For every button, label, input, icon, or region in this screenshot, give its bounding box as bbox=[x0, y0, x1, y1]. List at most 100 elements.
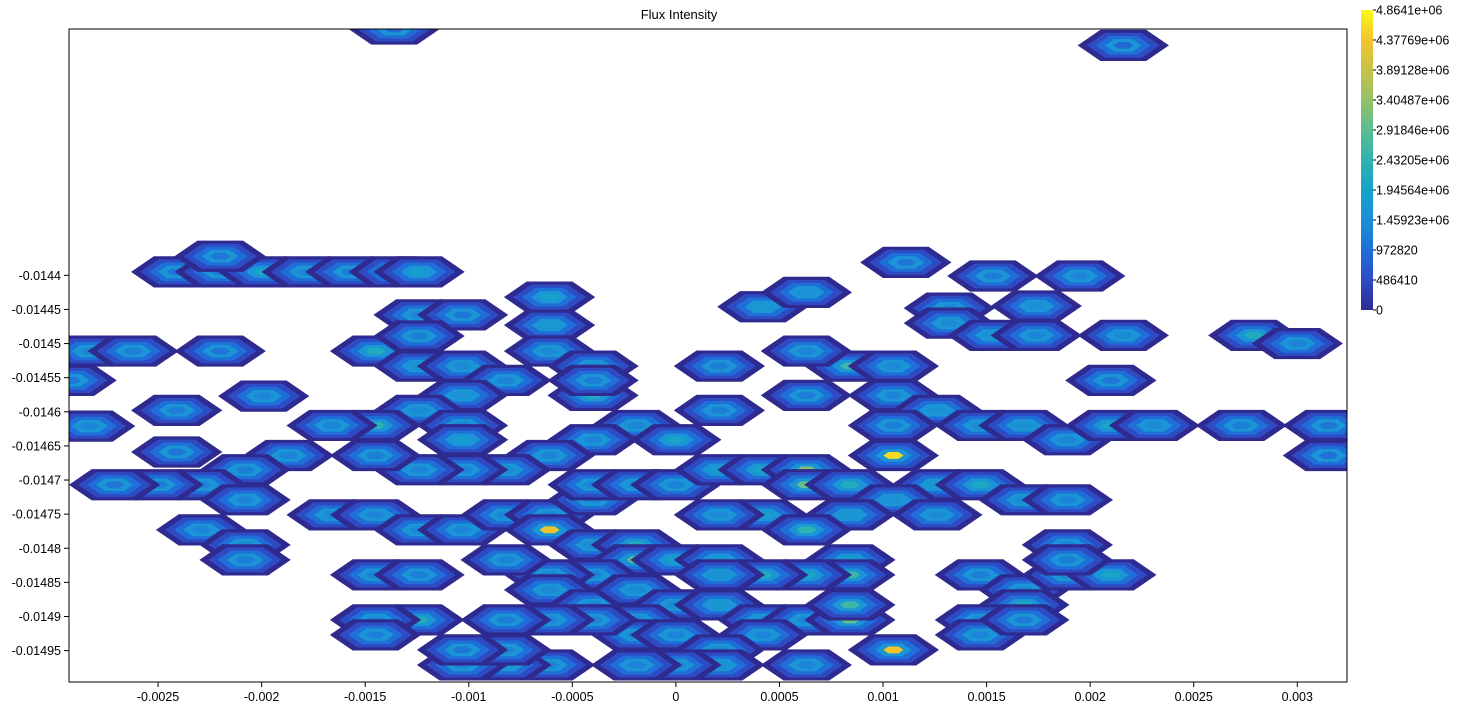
colorbar-label: 2.43205e+06 bbox=[1376, 154, 1449, 168]
heatmap-cell-band bbox=[1287, 340, 1308, 347]
heatmap-cell bbox=[673, 394, 766, 427]
x-tick-label: -0.0015 bbox=[344, 690, 386, 704]
heatmap-cell-band bbox=[796, 661, 817, 669]
heatmap-cell bbox=[503, 309, 596, 341]
heatmap-cell bbox=[373, 256, 465, 288]
heatmap-cell-band bbox=[883, 496, 904, 504]
colorbar-gradient bbox=[1361, 10, 1373, 310]
heatmap-cell-band bbox=[365, 511, 386, 519]
heatmap-cell-band bbox=[365, 452, 386, 459]
heatmap-cell bbox=[978, 604, 1070, 636]
heatmap-cell-band bbox=[752, 303, 773, 311]
heatmap-cell-band bbox=[1057, 436, 1078, 444]
y-tick-label: -0.01445 bbox=[12, 303, 61, 317]
heatmap-cell-band bbox=[1013, 422, 1034, 429]
heatmap-cell-band bbox=[495, 556, 517, 564]
heatmap-cell-band bbox=[191, 526, 212, 534]
heatmap-cell-band bbox=[1026, 331, 1047, 339]
heatmap-cell-band bbox=[1013, 616, 1034, 624]
heatmap-cell bbox=[760, 379, 853, 412]
heatmap-cell-band bbox=[626, 586, 647, 594]
heatmap-cell bbox=[218, 380, 310, 412]
heatmap-cell bbox=[174, 240, 266, 272]
heatmap-cell-band bbox=[452, 391, 473, 399]
heatmap-cell-band bbox=[409, 571, 430, 579]
heatmap-cell-band bbox=[1057, 496, 1078, 504]
heatmap-cell-band bbox=[69, 376, 82, 384]
heatmap-cell-band bbox=[665, 481, 686, 489]
heatmap-cell bbox=[630, 424, 722, 456]
heatmap-cell-band bbox=[409, 268, 430, 276]
heatmap-cell-band bbox=[883, 422, 904, 429]
heatmap-cell-band bbox=[796, 391, 817, 399]
heatmap-cell-band bbox=[752, 631, 773, 639]
heatmap-cell-band bbox=[839, 601, 860, 609]
heatmap-cell-band bbox=[1231, 422, 1252, 429]
heatmap-cell bbox=[1108, 409, 1201, 442]
heatmap-cell-band bbox=[210, 347, 231, 355]
heatmap-cell-band bbox=[796, 288, 817, 296]
plot-frame bbox=[68, 28, 1348, 683]
heatmap-cell-band bbox=[322, 422, 343, 429]
heatmap-cell bbox=[460, 544, 552, 576]
heatmap-cell-band bbox=[1243, 331, 1264, 339]
heatmap-cell-band bbox=[1144, 422, 1165, 429]
heatmap-cell-band bbox=[1113, 331, 1134, 339]
heatmap-cell bbox=[69, 364, 117, 397]
heatmap-cell-band bbox=[166, 448, 187, 456]
heatmap-cell-band bbox=[709, 406, 730, 414]
heatmap-cell-band bbox=[626, 661, 647, 669]
heatmap-cell bbox=[373, 320, 465, 352]
x-tick-label: 0.0015 bbox=[967, 690, 1005, 704]
heatmap-cell bbox=[804, 589, 896, 621]
heatmap-cell-band bbox=[839, 511, 860, 519]
heatmap-cell-band bbox=[452, 436, 473, 444]
x-tick-label: 0.003 bbox=[1282, 690, 1313, 704]
x-tick-label: -0.002 bbox=[244, 690, 279, 704]
heatmap-cell-band bbox=[970, 571, 991, 579]
heatmap-cell bbox=[286, 409, 378, 442]
heatmap-cell-band bbox=[883, 452, 904, 459]
heatmap-cell-band bbox=[409, 466, 430, 474]
heatmap-cell-band bbox=[278, 452, 299, 459]
heatmap-cell bbox=[131, 436, 223, 468]
colorbar-label: 2.91846e+06 bbox=[1376, 124, 1449, 138]
heatmap-cell-band bbox=[1026, 302, 1047, 310]
heatmap-cell-band bbox=[384, 29, 405, 33]
heatmap-cell bbox=[673, 350, 766, 382]
heatmap-cell bbox=[860, 246, 952, 278]
heatmap-cell-band bbox=[235, 466, 256, 474]
heatmap-cell bbox=[990, 319, 1082, 351]
heatmap-cell-band bbox=[582, 436, 604, 444]
heatmap-cell bbox=[847, 350, 940, 382]
heatmap-cell-band bbox=[235, 556, 256, 564]
colorbar-label: 4.8641e+06 bbox=[1376, 4, 1442, 18]
heatmap-cell-band bbox=[839, 481, 860, 489]
heatmap-cell bbox=[1282, 439, 1347, 472]
heatmap-cell-band bbox=[539, 321, 560, 329]
heatmap-cell-band bbox=[626, 422, 647, 429]
heatmap-cell bbox=[1195, 409, 1288, 442]
heatmap-cell-band bbox=[495, 376, 517, 384]
heatmap-cell-band bbox=[539, 347, 560, 355]
heatmap-cell-band bbox=[796, 526, 817, 534]
chart-title: Flux Intensity bbox=[641, 7, 718, 22]
heatmap-cell-band bbox=[883, 646, 904, 654]
heatmap-cell-band bbox=[1113, 41, 1134, 49]
heatmap-cell bbox=[416, 634, 509, 666]
heatmap-cell bbox=[1065, 364, 1157, 397]
y-tick-label: -0.01475 bbox=[12, 508, 61, 522]
y-tick-label: -0.0146 bbox=[19, 405, 61, 419]
heatmap-cell bbox=[934, 469, 1027, 501]
colorbar-label: 4.37769e+06 bbox=[1376, 34, 1449, 48]
colorbar-label: 1.94564e+06 bbox=[1376, 184, 1449, 198]
heatmap-cell-band bbox=[79, 422, 100, 430]
heatmap-cell bbox=[329, 619, 422, 651]
heatmap-cell bbox=[1034, 260, 1126, 292]
heatmap-cell-band bbox=[1069, 272, 1090, 280]
heatmap-cell bbox=[348, 29, 440, 45]
heatmap-cell-band bbox=[883, 362, 904, 370]
heatmap-cell bbox=[1251, 327, 1343, 360]
heatmap-cell bbox=[847, 439, 940, 472]
